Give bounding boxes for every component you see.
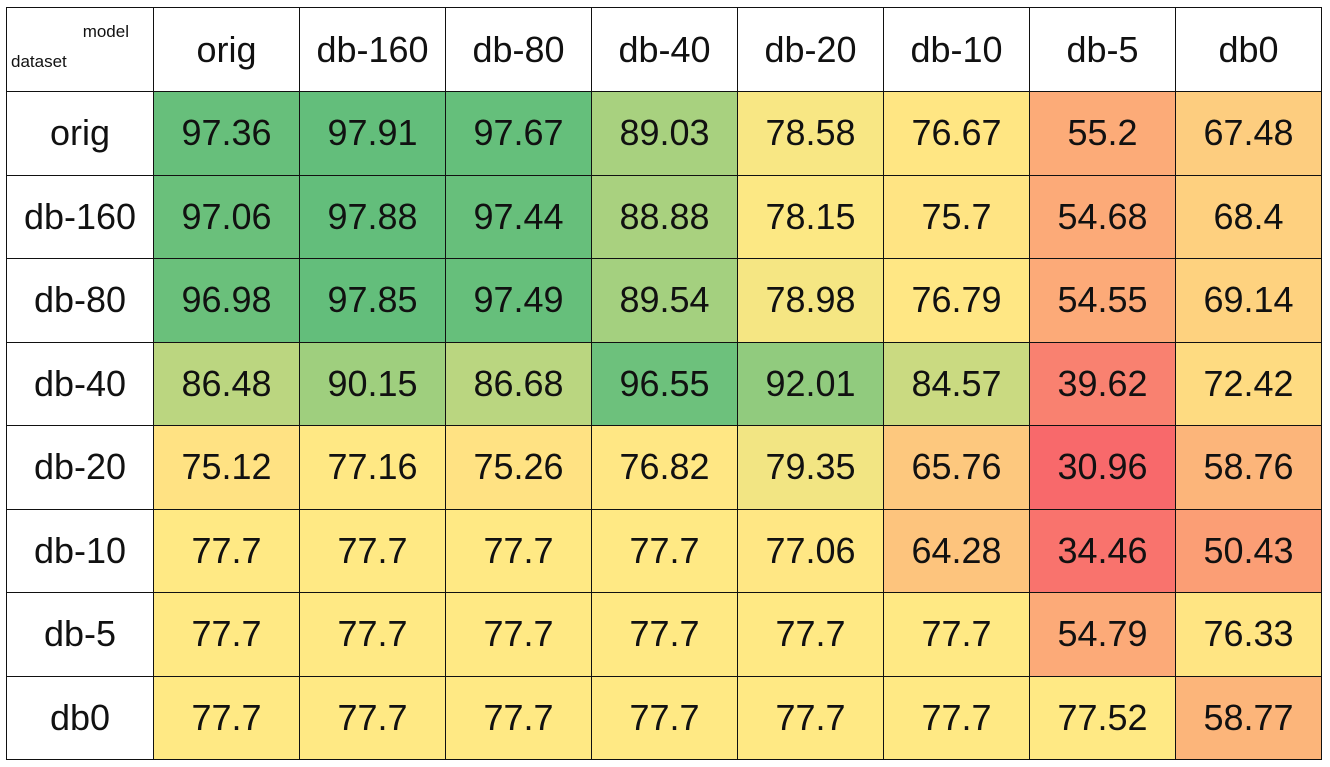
heatmap-cell: 89.54	[591, 258, 738, 343]
heatmap-cell: 97.49	[445, 258, 592, 343]
heatmap-cell: 34.46	[1029, 508, 1176, 593]
heatmap-cell: 77.7	[591, 592, 738, 677]
heatmap-cell: 75.7	[883, 174, 1030, 259]
row-header: db-5	[6, 592, 154, 677]
heatmap-cell: 54.79	[1029, 592, 1176, 677]
heatmap-cell: 75.26	[445, 425, 592, 510]
heatmap-cell: 54.68	[1029, 174, 1176, 259]
table-row: orig 97.36 97.91 97.67 89.03 78.58 76.67 55.2 67…	[6, 91, 1322, 176]
heatmap-cell: 77.7	[591, 508, 738, 593]
header-row: model dataset orig db-160 db-80 db-40 db…	[6, 7, 1322, 92]
heatmap-cell: 67.48	[1175, 91, 1322, 176]
heatmap-cell: 77.7	[737, 592, 884, 677]
heatmap-cell: 90.15	[299, 341, 446, 426]
table-row: db-160 97.06 97.88 97.44 88.88 78.15 75.7 54.68…	[6, 174, 1322, 259]
column-axis-label: model	[82, 22, 129, 41]
heatmap-cell: 97.67	[445, 91, 592, 176]
heatmap-cell: 86.68	[445, 341, 592, 426]
heatmap-cell: 76.67	[883, 91, 1030, 176]
heatmap-cell: 88.88	[591, 174, 738, 259]
heatmap-cell: 77.06	[737, 508, 884, 593]
heatmap-cell: 76.79	[883, 258, 1030, 343]
heatmap-cell: 84.57	[883, 341, 1030, 426]
column-header: db0	[1175, 7, 1322, 92]
heatmap-cell: 77.7	[299, 592, 446, 677]
heatmap-cell: 97.36	[153, 91, 300, 176]
heatmap-cell: 69.14	[1175, 258, 1322, 343]
heatmap-cell: 97.88	[299, 174, 446, 259]
heatmap-cell: 97.91	[299, 91, 446, 176]
row-header: db-10	[6, 508, 154, 593]
column-header: db-80	[445, 7, 592, 92]
row-axis-label: dataset	[11, 52, 67, 71]
table-row: db0 77.7 77.7 77.7 77.7 77.7 77.7 77.52 58.77	[6, 675, 1322, 760]
column-header: db-20	[737, 7, 884, 92]
heatmap-cell: 77.7	[445, 508, 592, 593]
heatmap-cell: 78.15	[737, 174, 884, 259]
corner-cell: model dataset	[6, 7, 154, 92]
column-header: db-10	[883, 7, 1030, 92]
table-row: db-20 75.12 77.16 75.26 76.82 79.35 65.76 30.96…	[6, 425, 1322, 510]
heatmap-cell: 77.7	[883, 675, 1030, 760]
heatmap-cell: 65.76	[883, 425, 1030, 510]
heatmap-cell: 89.03	[591, 91, 738, 176]
row-header: db-40	[6, 341, 154, 426]
row-header: db-160	[6, 174, 154, 259]
column-header: orig	[153, 7, 300, 92]
heatmap-cell: 78.58	[737, 91, 884, 176]
heatmap-cell: 77.7	[299, 508, 446, 593]
heatmap-cell: 77.7	[153, 675, 300, 760]
heatmap-cell: 64.28	[883, 508, 1030, 593]
heatmap-table: model dataset orig db-160 db-80 db-40 db…	[6, 7, 1322, 760]
row-header: db-20	[6, 425, 154, 510]
heatmap-cell: 97.06	[153, 174, 300, 259]
heatmap-cell: 97.85	[299, 258, 446, 343]
heatmap-cell: 58.77	[1175, 675, 1322, 760]
heatmap-cell: 76.33	[1175, 592, 1322, 677]
table-row: db-10 77.7 77.7 77.7 77.7 77.06 64.28 34.46 50.4…	[6, 508, 1322, 593]
table-row: db-5 77.7 77.7 77.7 77.7 77.7 77.7 54.79 76.33	[6, 592, 1322, 677]
heatmap-cell: 96.98	[153, 258, 300, 343]
heatmap-cell: 86.48	[153, 341, 300, 426]
heatmap-cell: 72.42	[1175, 341, 1322, 426]
heatmap-cell: 92.01	[737, 341, 884, 426]
heatmap-cell: 58.76	[1175, 425, 1322, 510]
heatmap-cell: 54.55	[1029, 258, 1176, 343]
heatmap-cell: 75.12	[153, 425, 300, 510]
heatmap-cell: 79.35	[737, 425, 884, 510]
column-header: db-160	[299, 7, 446, 92]
heatmap-cell: 97.44	[445, 174, 592, 259]
heatmap-cell: 55.2	[1029, 91, 1176, 176]
heatmap-cell: 68.4	[1175, 174, 1322, 259]
heatmap-cell: 50.43	[1175, 508, 1322, 593]
heatmap-cell: 39.62	[1029, 341, 1176, 426]
heatmap-cell: 77.7	[153, 508, 300, 593]
table-row: db-40 86.48 90.15 86.68 96.55 92.01 84.57 39.62…	[6, 341, 1322, 426]
heatmap-cell: 77.7	[591, 675, 738, 760]
heatmap-cell: 96.55	[591, 341, 738, 426]
column-header: db-40	[591, 7, 738, 92]
row-header: db-80	[6, 258, 154, 343]
heatmap-cell: 77.16	[299, 425, 446, 510]
row-header: orig	[6, 91, 154, 176]
heatmap-cell: 77.7	[445, 592, 592, 677]
heatmap-cell: 77.7	[299, 675, 446, 760]
heatmap-cell: 77.7	[153, 592, 300, 677]
heatmap-cell: 78.98	[737, 258, 884, 343]
heatmap-cell: 77.7	[883, 592, 1030, 677]
heatmap-cell: 76.82	[591, 425, 738, 510]
heatmap-cell: 77.7	[737, 675, 884, 760]
heatmap-cell: 30.96	[1029, 425, 1176, 510]
heatmap-cell: 77.7	[445, 675, 592, 760]
heatmap-cell: 77.52	[1029, 675, 1176, 760]
table-row: db-80 96.98 97.85 97.49 89.54 78.98 76.79 54.55…	[6, 258, 1322, 343]
column-header: db-5	[1029, 7, 1176, 92]
row-header: db0	[6, 675, 154, 760]
